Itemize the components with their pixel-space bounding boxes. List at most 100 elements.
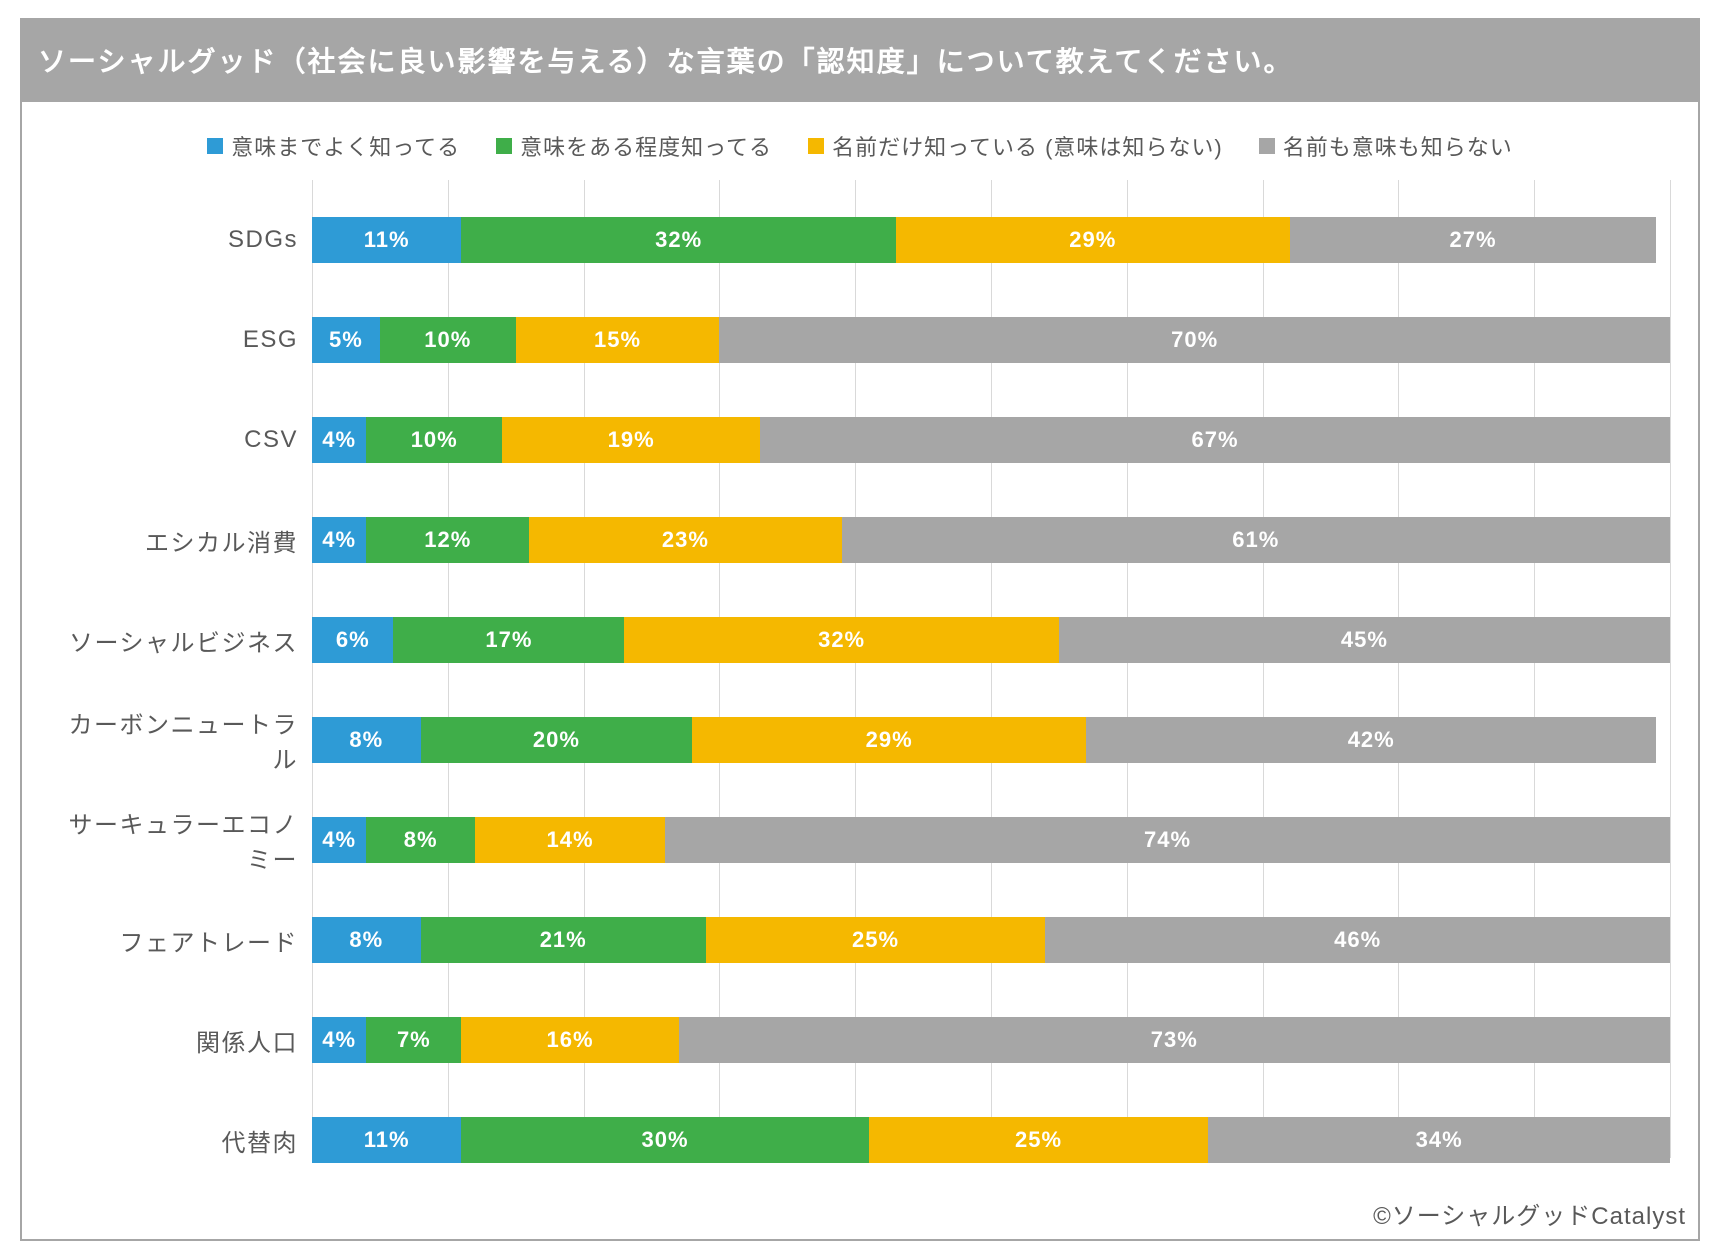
chart-row: サーキュラーエコノミー4%8%14%74% <box>50 790 1670 890</box>
category-label: カーボンニュートラル <box>50 705 312 775</box>
chart-row: SDGs11%32%29%27% <box>50 190 1670 290</box>
bar-segment: 29% <box>692 717 1086 763</box>
bar-value-label: 11% <box>364 227 410 253</box>
chart-row: フェアトレード8%21%25%46% <box>50 890 1670 990</box>
bar-segment: 8% <box>312 717 421 763</box>
category-label: 関係人口 <box>50 1023 312 1058</box>
chart-row: ESG 5% 10% 15% 70% <box>50 290 1670 390</box>
bar-track: 4% 12% 23% 61% <box>312 490 1670 590</box>
bar-value-label: 5% <box>329 327 363 353</box>
legend-swatch <box>496 138 512 154</box>
bar-track: 4% 10% 19% 67% <box>312 390 1670 490</box>
bar-value-label: 6% <box>336 627 370 653</box>
bar-value-label: 17% <box>485 627 532 653</box>
bar-segment: 42% <box>1086 717 1656 763</box>
bar-track: 8% 21% 25%46% <box>312 890 1670 990</box>
bar-segment: 16% <box>461 1017 678 1063</box>
legend: 意味までよく知ってる意味をある程度知ってる名前だけ知っている (意味は知らない)… <box>22 102 1698 180</box>
bar-segment: 14% <box>475 817 665 863</box>
bar-value-label: 23% <box>662 527 709 553</box>
stacked-bar: 6% 17% 32% 45% <box>312 617 1670 663</box>
bar-segment: 46% <box>1045 917 1670 963</box>
category-label: エシカル消費 <box>50 523 312 558</box>
bar-segment: 19% <box>502 417 760 463</box>
bar-segment: 6% <box>312 617 393 663</box>
bar-value-label: 8% <box>404 827 438 853</box>
bar-value-label: 32% <box>818 627 865 653</box>
chart-row: カーボンニュートラル8% 20% 29% 42% <box>50 690 1670 790</box>
bar-segment: 8% <box>312 917 421 963</box>
bar-segment: 4% <box>312 417 366 463</box>
bar-segment: 25% <box>706 917 1046 963</box>
bar-value-label: 12% <box>424 527 471 553</box>
bar-segment: 73% <box>679 1017 1670 1063</box>
category-label: ESG <box>50 326 312 354</box>
legend-label: 意味までよく知ってる <box>231 130 460 162</box>
bar-value-label: 45% <box>1341 627 1388 653</box>
legend-swatch <box>808 138 824 154</box>
category-label: 代替肉 <box>50 1123 312 1158</box>
bar-segment: 30% <box>461 1117 868 1163</box>
legend-label: 名前も意味も知らない <box>1283 130 1513 162</box>
bar-value-label: 74% <box>1144 827 1191 853</box>
bar-segment: 11% <box>312 1117 461 1163</box>
bar-value-label: 4% <box>322 427 356 453</box>
bar-value-label: 42% <box>1348 727 1395 753</box>
stacked-bar: 8% 20% 29% 42% <box>312 717 1670 763</box>
bar-value-label: 19% <box>608 427 655 453</box>
bar-segment: 34% <box>1208 1117 1670 1163</box>
bar-value-label: 34% <box>1416 1127 1463 1153</box>
stacked-bar: 5% 10% 15% 70% <box>312 317 1670 363</box>
bar-value-label: 32% <box>655 227 702 253</box>
bar-value-label: 15% <box>594 327 641 353</box>
plot-area: SDGs11%32%29%27%ESG5%10%15%70%CSV4%10%19… <box>22 180 1698 1192</box>
bar-value-label: 11% <box>364 1127 410 1153</box>
bar-value-label: 10% <box>411 427 458 453</box>
chart-row: ソーシャルビジネス6%17%32%45% <box>50 590 1670 690</box>
bar-value-label: 21% <box>540 927 587 953</box>
legend-swatch <box>1259 138 1275 154</box>
bar-segment: 67% <box>760 417 1670 463</box>
chart-title: ソーシャルグッド（社会に良い影響を与える）な言葉の「認知度」について教えてくださ… <box>20 18 1700 102</box>
chart-box: 意味までよく知ってる意味をある程度知ってる名前だけ知っている (意味は知らない)… <box>20 102 1700 1241</box>
bar-track: 4%7%16%73% <box>312 990 1670 1090</box>
bar-pad <box>1656 217 1670 263</box>
bar-value-label: 70% <box>1171 327 1218 353</box>
credit-line: ©ソーシャルグッドCatalyst <box>22 1192 1698 1231</box>
bar-segment: 32% <box>624 617 1059 663</box>
bar-value-label: 14% <box>546 827 593 853</box>
bar-value-label: 27% <box>1450 227 1497 253</box>
bar-value-label: 29% <box>1069 227 1116 253</box>
bar-track: 11% 32% 29% 27% <box>312 190 1670 290</box>
legend-label: 意味をある程度知ってる <box>520 130 772 162</box>
bar-segment: 7% <box>366 1017 461 1063</box>
bar-value-label: 4% <box>322 527 356 553</box>
bar-value-label: 4% <box>322 827 356 853</box>
bar-value-label: 67% <box>1192 427 1239 453</box>
bar-segment: 61% <box>842 517 1670 563</box>
bar-segment: 74% <box>665 817 1670 863</box>
bar-value-label: 20% <box>533 727 580 753</box>
chart-row: 関係人口4%7%16%73% <box>50 990 1670 1090</box>
bar-segment: 12% <box>366 517 529 563</box>
bar-segment: 32% <box>461 217 896 263</box>
bar-segment: 4% <box>312 817 366 863</box>
bar-segment: 8% <box>366 817 475 863</box>
bar-track: 5% 10% 15% 70% <box>312 290 1670 390</box>
stacked-bar: 4%7%16%73% <box>312 1017 1670 1063</box>
bar-segment: 29% <box>896 217 1290 263</box>
bar-segment: 23% <box>529 517 841 563</box>
bar-segment: 4% <box>312 517 366 563</box>
bar-track: 4% 8% 14% 74% <box>312 790 1670 890</box>
bar-segment: 70% <box>719 317 1670 363</box>
bar-segment: 10% <box>366 417 502 463</box>
bar-segment: 11% <box>312 217 461 263</box>
bar-value-label: 10% <box>424 327 471 353</box>
stacked-bar: 4% 8% 14% 74% <box>312 817 1670 863</box>
legend-item: 名前も意味も知らない <box>1259 130 1513 162</box>
legend-item: 意味をある程度知ってる <box>496 130 772 162</box>
bar-segment: 4% <box>312 1017 366 1063</box>
chart-frame: ソーシャルグッド（社会に良い影響を与える）な言葉の「認知度」について教えてくださ… <box>0 0 1720 1236</box>
category-label: CSV <box>50 426 312 454</box>
stacked-bar: 8% 21% 25%46% <box>312 917 1670 963</box>
